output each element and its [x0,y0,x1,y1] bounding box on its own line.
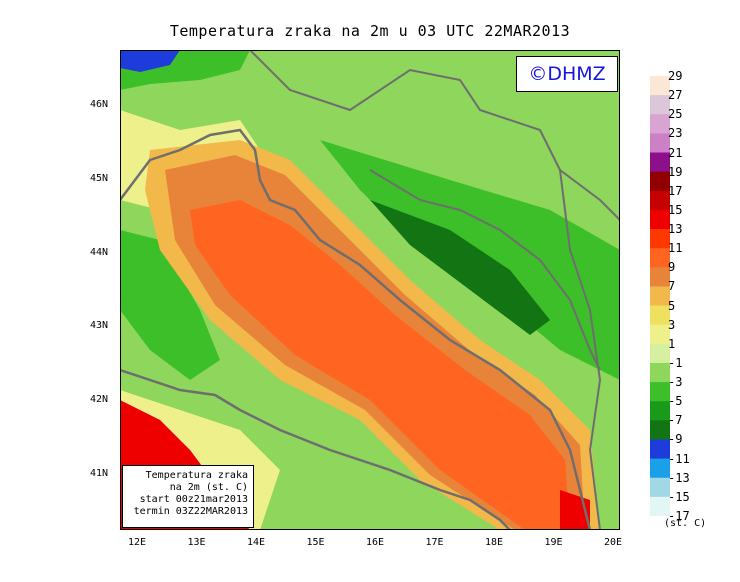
info-line-title: Temperatura zraka [145,470,248,481]
lat-label: 45N [90,173,109,184]
legend-value: 29 [668,69,683,83]
legend-value: 3 [668,317,676,332]
info-line-unit: na 2m (st. C) [169,482,248,493]
legend-value: 23 [668,126,683,141]
lon-label: 20E [604,537,623,548]
legend-swatch [650,248,670,268]
legend-unit: (st. C) [664,518,707,529]
legend-swatch [650,362,670,383]
legend-value: 1 [668,336,676,351]
legend-value: -3 [668,375,683,390]
dhmz-logo: ©DHMZ [516,56,618,92]
lon-label: 13E [187,537,206,548]
lon-label: 16E [366,537,385,548]
legend-swatch [650,229,670,249]
legend-swatch [650,458,670,479]
legend-colorbar [650,76,670,516]
legend-value: -7 [668,413,683,428]
legend-value: 19 [668,164,683,179]
map-title: Temperatura zraka na 2m u 03 UTC 22MAR20… [169,22,571,40]
legend-swatch [650,382,670,402]
temperature-map [120,50,620,530]
italy-interior [120,230,220,380]
dinaric-dark [370,200,550,335]
legend-swatch [650,267,670,287]
lat-label: 43N [90,320,109,331]
info-line-termin: termin 03Z22MAR2013 [133,506,248,517]
border-line-3 [559,169,602,530]
legend-swatch [650,114,670,134]
legend-swatch [650,305,670,326]
legend-value: 15 [668,202,683,217]
lon-label: 18E [485,537,504,548]
border-line-2 [369,169,601,371]
info-box: Temperatura zraka na 2m (st. C) start 00… [122,465,254,528]
lat-label: 44N [90,247,109,258]
legend-swatch [650,286,670,307]
legend-swatch [650,152,670,173]
coastline-italy [120,128,592,530]
lat-label: 42N [90,394,109,405]
legend-swatch [650,401,670,421]
legend-swatch [650,343,670,364]
lat-label: 46N [90,99,109,110]
legend-value: 11 [668,241,683,256]
legend-value: -13 [668,470,690,485]
legend-swatch [650,76,670,96]
legend-swatch [650,439,670,460]
legend-swatch [650,496,670,516]
legend-swatch [650,420,670,440]
lat-label: 41N [90,468,109,479]
legend-swatch [650,171,670,192]
lon-label: 14E [247,537,266,548]
lon-label: 12E [128,537,147,548]
adriatic-warm [190,200,570,530]
legend-value: 5 [668,298,676,313]
lon-label: 15E [306,537,325,548]
legend-value: 25 [668,107,683,122]
legend-value: 21 [668,145,683,160]
border-line-1 [249,50,620,221]
legend-swatch [650,133,670,154]
legend-swatch [650,209,670,230]
very-cold-spot [120,50,180,72]
legend-value: -11 [668,451,690,466]
legend-value: -15 [668,489,690,504]
lon-label: 19E [544,537,563,548]
legend-swatch [650,190,670,211]
legend-value: -5 [668,394,683,409]
legend-swatch [650,95,670,115]
legend-value: -17 [668,509,690,523]
legend-value: 17 [668,183,683,198]
legend-value: -9 [668,432,683,447]
legend-value: 7 [668,279,676,294]
legend-value: 27 [668,88,683,103]
legend-value: 13 [668,222,683,237]
legend-swatch [650,324,670,345]
map-border [120,50,620,530]
legend-value: -1 [668,355,683,370]
coastline-balkan [120,368,511,530]
info-line-start: start 00z21mar2013 [139,494,248,505]
legend-value: 9 [668,260,676,275]
legend-swatch [650,477,670,498]
lon-label: 17E [425,537,444,548]
